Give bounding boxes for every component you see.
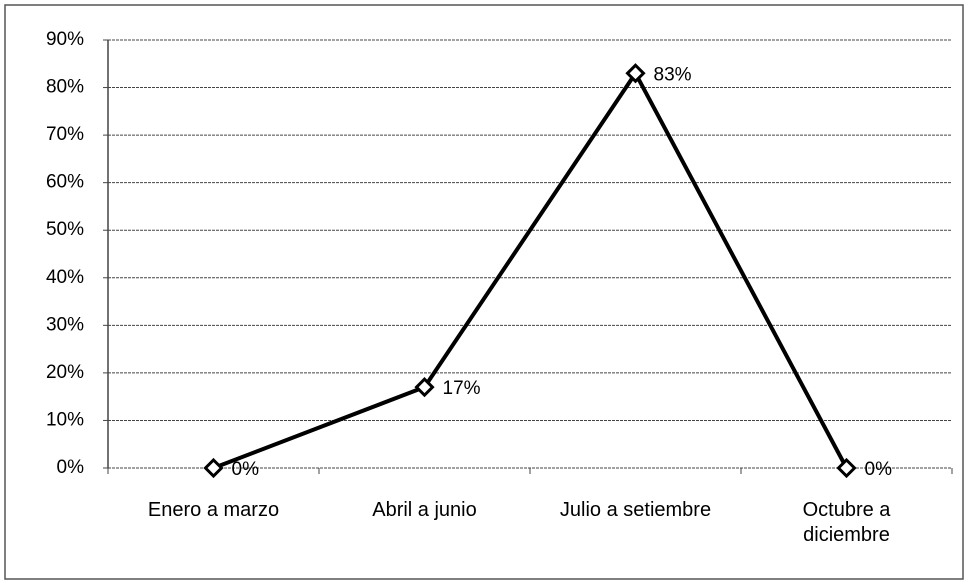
line bbox=[212, 71, 849, 470]
data-label: 17% bbox=[443, 378, 481, 399]
y-tick-label: 10% bbox=[46, 409, 84, 430]
x-tick-label: Octubre a diciembre bbox=[802, 499, 891, 546]
data-label: 0% bbox=[865, 459, 893, 480]
x-tick-label: Abril a junio bbox=[372, 499, 477, 521]
y-tick-label: 80% bbox=[46, 77, 84, 98]
y-tick-label: 0% bbox=[57, 457, 85, 478]
data-label: 0% bbox=[232, 459, 260, 480]
chart-border bbox=[4, 4, 964, 580]
marker bbox=[836, 457, 857, 479]
y-tick-label: 50% bbox=[46, 219, 84, 240]
y-tick-label: 30% bbox=[46, 314, 84, 335]
y-tick-label: 90% bbox=[46, 29, 84, 50]
marker bbox=[414, 377, 435, 398]
data-label: 83% bbox=[654, 64, 692, 85]
y-tick-label: 70% bbox=[46, 124, 84, 145]
y-tick-label: 60% bbox=[46, 172, 84, 193]
y-tick-label: 40% bbox=[46, 267, 84, 288]
x-tick-label: Julio a setiembre bbox=[559, 499, 712, 521]
x-tick-label: Enero a marzo bbox=[147, 499, 280, 521]
marker bbox=[203, 457, 224, 479]
y-tick-label: 20% bbox=[46, 362, 84, 383]
marker bbox=[625, 63, 646, 84]
